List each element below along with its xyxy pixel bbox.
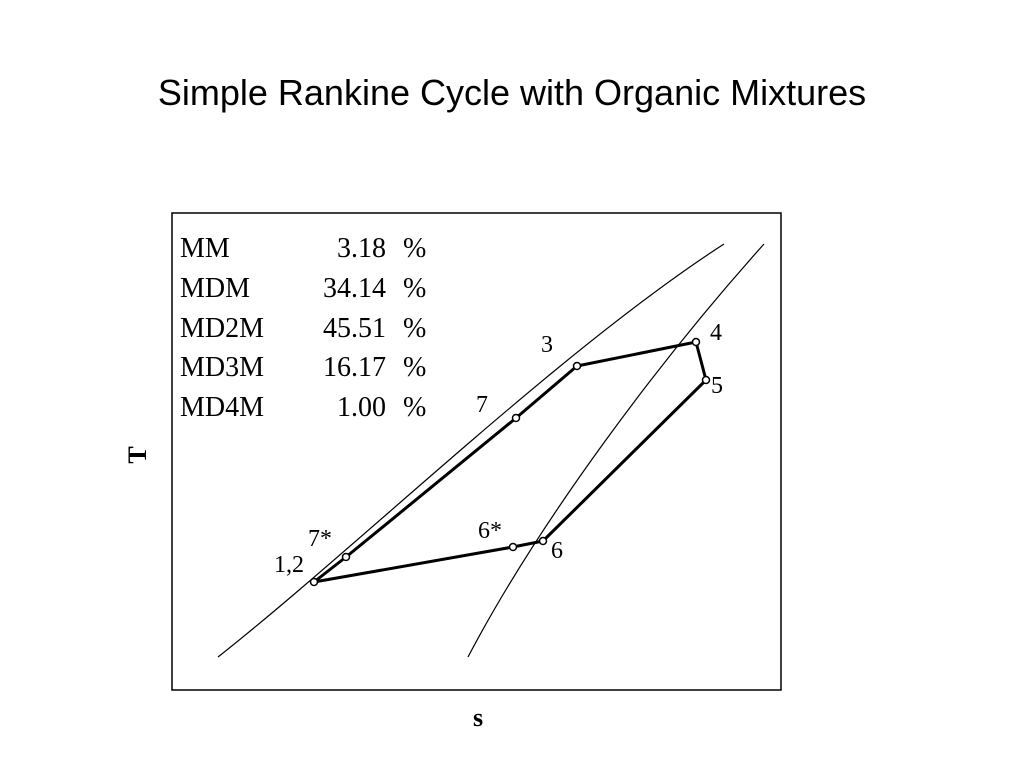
component-value: 34.14 (323, 273, 386, 304)
state-label-4: 4 (710, 320, 722, 346)
y-axis-label: T (123, 446, 152, 463)
state-label-1-2: 1,2 (274, 552, 304, 578)
state-point-marker (508, 542, 518, 552)
component-unit: % (403, 273, 426, 304)
component-unit: % (403, 233, 426, 264)
state-point-marker (538, 536, 548, 546)
state-point-marker (691, 337, 701, 347)
component-name: MD2M (180, 313, 264, 344)
legend-row: MM 3.18 % (180, 233, 426, 264)
component-name: MM (180, 233, 230, 264)
legend-row: MD2M 45.51 % (180, 313, 426, 344)
state-point-marker (701, 375, 711, 385)
component-name: MDM (180, 273, 250, 304)
state-label-6-star: 6* (478, 518, 502, 544)
state-label-7: 7 (476, 392, 488, 418)
component-unit: % (403, 352, 426, 383)
component-name: MD3M (180, 352, 264, 383)
state-labels: 1,2 7* 7 3 4 5 6* 6 (274, 320, 723, 578)
component-unit: % (403, 392, 426, 423)
component-unit: % (403, 313, 426, 344)
state-point-marker (511, 413, 521, 423)
state-point-marker (572, 361, 582, 371)
bubble-line (217, 243, 725, 658)
component-value: 3.18 (337, 233, 386, 264)
x-axis-label: s (473, 703, 483, 732)
legend-row: MD4M 1.00 % (180, 392, 426, 423)
plot-frame (171, 212, 782, 691)
state-label-3: 3 (541, 332, 553, 358)
legend-row: MDM 34.14 % (180, 273, 426, 304)
state-label-6: 6 (551, 538, 563, 564)
composition-legend: MM 3.18 % MDM 34.14 % MD2M 45.51 % MD3M … (180, 233, 426, 423)
component-name: MD4M (180, 392, 264, 423)
dew-line (467, 243, 765, 658)
state-point-marker (309, 577, 319, 587)
state-label-5: 5 (711, 373, 723, 399)
component-value: 45.51 (323, 313, 386, 344)
component-value: 1.00 (337, 392, 386, 423)
slide-title: Simple Rankine Cycle with Organic Mixtur… (157, 72, 867, 113)
legend-row: MD3M 16.17 % (180, 352, 426, 383)
state-markers (309, 337, 711, 587)
state-label-7-star: 7* (308, 526, 332, 552)
state-point-marker (341, 552, 351, 562)
component-value: 16.17 (323, 352, 386, 383)
